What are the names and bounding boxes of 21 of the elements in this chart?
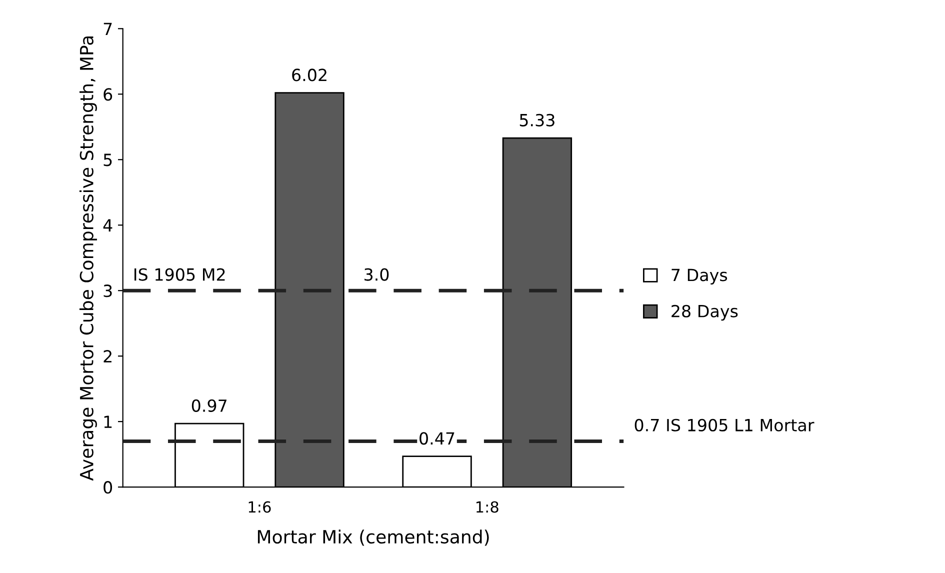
y-axis-title: Average Mortor Cube Compressive Strength, MPa xyxy=(79,36,97,481)
y-tick-label: 3 xyxy=(104,284,112,298)
y-tick-label: 0 xyxy=(104,481,112,494)
x-tick-label: 1:8 xyxy=(476,501,498,513)
y-tick-label: 1 xyxy=(104,416,112,428)
x-tick-label: 1:6 xyxy=(248,501,271,513)
ref-line-label: 0.7 IS 1905 L1 Mortar xyxy=(634,418,814,432)
legend-label: 28 Days xyxy=(672,304,738,321)
y-tick-label: 2 xyxy=(104,350,112,362)
data-label: 0.47 xyxy=(420,432,454,445)
data-label: 0.97 xyxy=(192,399,226,412)
y-tick-label: 5 xyxy=(104,154,112,166)
x-axis-title: Mortar Mix (cement:sand) xyxy=(258,530,489,546)
y-tick-label: 4 xyxy=(103,219,112,232)
annotation: 3.0 xyxy=(364,268,389,281)
y-tick-label: 7 xyxy=(104,22,112,35)
y-tick-label: 6 xyxy=(104,88,112,101)
legend-label: 7 Days xyxy=(672,268,728,285)
ref-line-label: IS 1905 M2 xyxy=(134,268,225,281)
data-label: 5.33 xyxy=(520,114,554,126)
data-label: 6.02 xyxy=(292,68,326,82)
